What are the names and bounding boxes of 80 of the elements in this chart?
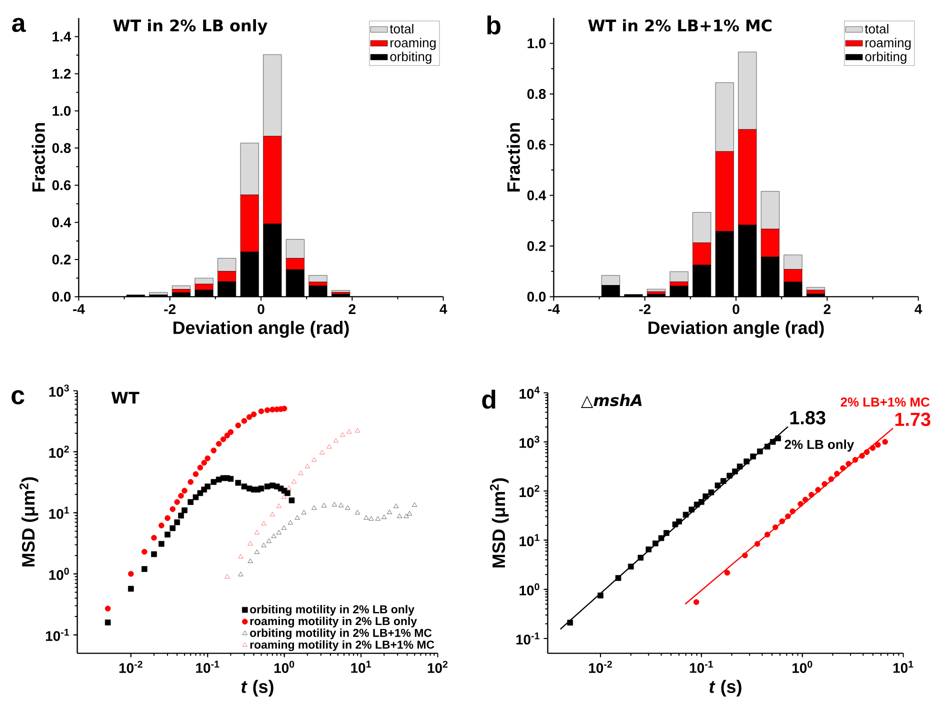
y-tick-label: 0.4 [527,190,546,200]
x-tick-label: 10$^{0}$ [274,660,294,673]
x-axis-title: t (s) [242,680,274,697]
y-tick-label: 0.4 [52,217,72,228]
chart-title: △mshA [580,394,642,408]
y-tick-label: 0.8 [52,143,71,153]
chart-title: WT [111,392,140,404]
bar [806,287,826,290]
legend-label: total [390,24,414,34]
legend-label: orbiting [865,52,906,64]
text: b [487,15,500,34]
bar [308,275,328,282]
y-tick-label: 10$^{1}$ [520,534,540,546]
x-tick-label: 2 [348,304,356,314]
legend-label: roaming [390,38,436,50]
x-axis-title: Deviation angle (rad) [648,320,824,338]
y-tick-label: 10$^{0}$ [520,583,540,596]
x-tick-label: 10$^{2}$ [428,660,448,673]
y-tick-label: 0.2 [52,254,71,264]
y-tick-label: 10$^{3}$ [520,436,540,448]
x-tick-label: 0 [258,304,264,314]
y-tick-label: 0.6 [527,140,546,150]
series-label: 1.83 [790,411,826,424]
legend-label: total [864,24,888,34]
y-tick-label: 10$^{2}$ [520,484,540,498]
y-tick-label: 1.2 [52,68,71,79]
x-tick-label: -2 [164,304,176,314]
y-tick-label: 0.8 [527,89,546,99]
chart-title: WT in 2% LB only [113,19,268,35]
y-axis-title: MSD (μm$^{2}$) [490,478,509,568]
text: c [12,390,24,404]
y-tick-label: 0.2 [527,241,546,251]
x-tick-label: 2 [824,304,830,314]
x-tick-label: 10$^{0}$ [792,660,812,673]
x-tick-label: 10$^{-2}$ [119,660,142,673]
x-tick-label: -4 [73,304,85,314]
x-tick-label: 4 [914,304,922,314]
bar [172,286,191,290]
legend-label: orbiting motility in 2% LB only [250,604,414,616]
y-tick-label: 10$^{2}$ [49,446,69,458]
y-tick-label: 10$^{0}$ [49,568,69,580]
legend-label: roaming motility in 2% LB+1% MC [250,640,434,652]
bar [670,271,688,282]
text: d [482,390,496,409]
y-tick-label: 10$^{-1}$ [46,628,70,641]
x-tick-label: 10$^{-1}$ [196,660,220,673]
x-axis-title: Deviation angle (rad) [174,320,349,338]
y-tick-label: 10$^{3}$ [49,384,69,397]
x-tick-label: 10$^{-1}$ [690,660,713,673]
x-tick-label: 0 [732,304,740,314]
chart-title: WT in 2% LB+1% MC [588,19,772,32]
x-tick-label: 4 [440,304,448,314]
y-tick-label: 0.6 [52,180,71,190]
y-tick-label: 0.0 [52,292,71,302]
y-axis-title: Fraction [32,123,45,192]
series-label: 2% LB only [784,440,854,452]
y-tick-label: 10$^{4}$ [520,386,540,399]
series-label: 1.73 [895,412,930,426]
y-tick-label: 1.0 [528,38,546,48]
legend-label: roaming [866,38,911,50]
y-tick-label: 10$^{1}$ [49,506,70,519]
y-tick-label: 1.0 [52,106,71,116]
bar [149,292,168,295]
text: a [12,18,26,32]
x-tick-label: -2 [639,304,651,314]
legend-label: orbiting [390,52,432,64]
x-tick-label: -4 [548,304,560,314]
bar [172,289,191,293]
y-tick-label: 1.4 [52,32,72,42]
x-axis-title: t (s) [710,680,742,697]
legend-label: orbiting motility in 2% LB+1% MC [250,628,432,640]
legend-label: roaming motility in 2% LB only [250,616,417,628]
x-tick-label: 10$^{1}$ [351,660,371,673]
x-tick-label: 10$^{1}$ [893,660,914,673]
y-axis-title: Fraction [506,123,520,192]
x-tick-label: 10$^{-2}$ [589,660,612,673]
y-axis-title: MSD (μm$^{2}$) [20,477,38,566]
y-tick-label: 10$^{-1}$ [516,632,540,645]
y-tick-label: 0.0 [527,292,546,302]
text: 2% LB+1% MC [840,397,930,407]
